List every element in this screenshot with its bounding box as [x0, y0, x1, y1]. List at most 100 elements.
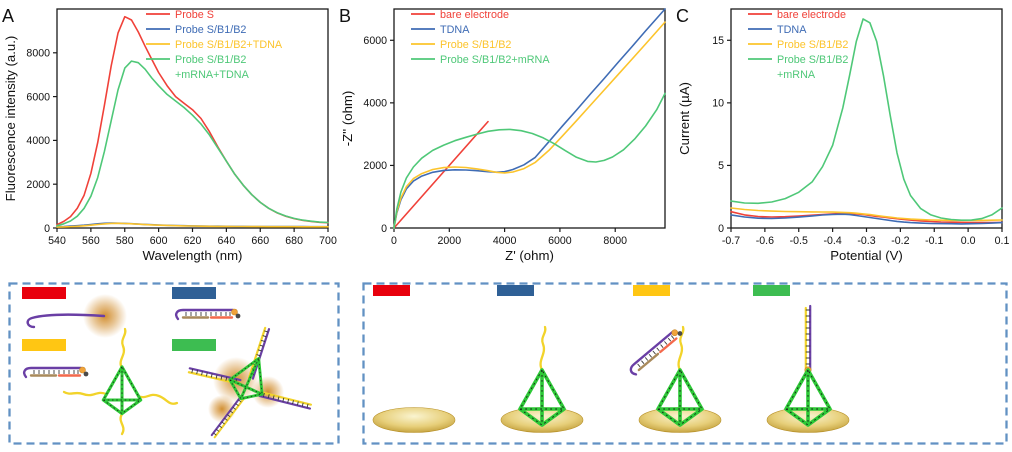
blue-bar [172, 287, 216, 299]
legend-label-line2: +mRNA+TDNA [175, 69, 250, 81]
x-tick-label: 2000 [438, 235, 462, 247]
capture-strand-icon [62, 390, 108, 397]
x-tick-label: -0.5 [790, 235, 808, 247]
series-bare-electrode [730, 210, 1003, 224]
legend-label: Probe S/B1/B2 [777, 54, 848, 66]
x-axis-label: Potential (V) [830, 248, 903, 263]
x-tick-label: 560 [82, 235, 100, 247]
plot-frame [730, 8, 1003, 229]
x-tick-label: 640 [218, 235, 236, 247]
x-tick-label: 0 [391, 235, 397, 247]
x-tick-label: -0.4 [823, 235, 841, 247]
y-axis-label: -Z'' (ohm) [340, 91, 355, 147]
x-tick-label: -0.1 [925, 235, 943, 247]
dashed-box-border [8, 282, 340, 445]
series-bare-electrode [393, 120, 489, 229]
x-tick-label: 580 [116, 235, 134, 247]
y-tick-label: 4000 [363, 98, 387, 110]
y-tick-label: 6000 [26, 91, 50, 103]
probe-with-tdna-schematic [22, 327, 179, 436]
electrode-assembly-schematic [362, 282, 1008, 445]
panel-a: 540 560 580 600 620 640 660 680 700 0 2000 4000 6000… [0, 0, 337, 268]
capture-strand-icon [136, 393, 179, 405]
green-bar [753, 285, 790, 296]
tdna-on-electrode-schematic [500, 325, 584, 433]
x-tick-label: -0.6 [756, 235, 774, 247]
fluorescence-mechanism-schematic [8, 282, 340, 445]
blue-bar [497, 285, 534, 296]
x-tick-label: 540 [48, 235, 66, 247]
panel-c: -0.7 -0.6 -0.5 -0.4 -0.3 -0.2 -0.1 0.0 0.1 0 5 10 15… [674, 0, 1011, 268]
y-tick-label: 5 [718, 160, 724, 172]
legend-label-line2: +mRNA [777, 69, 816, 81]
red-bar [22, 287, 66, 299]
quenched-duplex-icon [174, 307, 242, 321]
y-tick-label: 15 [712, 35, 724, 47]
schematics-row [0, 282, 1012, 445]
capture-strand-icon [539, 325, 547, 372]
chart-dpv-current: -0.7 -0.6 -0.5 -0.4 -0.3 -0.2 -0.1 0.0 0.1 0 5 10 15… [676, 6, 1010, 263]
x-tick-label: 680 [285, 235, 303, 247]
series-probe-s-b1-b2-mrna [730, 18, 1003, 221]
series-tdna [730, 213, 1003, 225]
red-bar [373, 285, 410, 296]
y-tick-label: 0 [381, 223, 387, 235]
dashed-box-border [362, 282, 1008, 445]
yellow-bar [22, 339, 66, 351]
panel-letter: A [2, 6, 14, 26]
y-tick-label: 8000 [26, 48, 50, 60]
y-tick-label: 10 [712, 98, 724, 110]
x-tick-label: -0.7 [722, 235, 740, 247]
series-probe-s-b1-b2-mrna [393, 92, 666, 229]
series-probe-s-b1-b2 [393, 21, 666, 229]
capture-strand-icon [677, 325, 685, 372]
capture-strand-icon [119, 412, 125, 436]
legend-label: Probe S/B1/B2 [175, 54, 246, 66]
y-axis-label: Current (µA) [677, 82, 692, 155]
probe-s-strand-icon [26, 313, 106, 329]
x-tick-label: 600 [150, 235, 168, 247]
tdna-mrna-fluorescent-schematic [187, 326, 313, 439]
series-tdna [393, 8, 666, 229]
legend-label: Probe S/B1/B2 [777, 39, 848, 51]
x-axis-label: Wavelength (nm) [143, 248, 243, 263]
probe-s-free-schematic [26, 294, 127, 338]
x-axis-label: Z' (ohm) [505, 248, 554, 263]
series-probe-s-b1-b2-mrna-tdna [56, 60, 329, 227]
legend-label: Probe S/B1/B2+TDNA [175, 39, 283, 51]
yellow-bar [633, 285, 670, 296]
x-tick-label: 8000 [603, 235, 627, 247]
legend-label: bare electrode [440, 9, 509, 21]
panel-letter: C [676, 6, 689, 26]
y-tick-label: 0 [718, 223, 724, 235]
y-axis-label: Fluorescence intensity (a.u.) [3, 36, 18, 202]
legend-label: Probe S/B1/B2 [175, 24, 246, 36]
probe-duplex-near-tdna-schematic [626, 325, 722, 433]
panel-b: 0 2000 4000 6000 8000 0 2000 4000 6000 Z' (ohm) -Z… [337, 0, 674, 268]
capture-strand-icon [119, 327, 127, 370]
y-tick-label: 2000 [363, 160, 387, 172]
x-tick-label: 620 [184, 235, 202, 247]
quenched-duplex-icon [626, 325, 685, 377]
charts-row: 540 560 580 600 620 640 660 680 700 0 2000 4000 6000… [0, 0, 1011, 268]
x-tick-label: 700 [319, 235, 337, 247]
y-tick-label: 0 [44, 223, 50, 235]
legend-label: Probe S/B1/B2 [440, 39, 511, 51]
legend-label: Probe S/B1/B2+mRNA [440, 54, 550, 66]
gold-electrode-icon [372, 407, 456, 433]
x-tick-label: 660 [251, 235, 269, 247]
x-tick-label: -0.3 [857, 235, 875, 247]
legend-label: TDNA [777, 24, 807, 36]
dna-tetrahedron-icon [101, 365, 143, 416]
x-tick-label: 0.1 [995, 235, 1010, 247]
chart-fluorescence-spectra: 540 560 580 600 620 640 660 680 700 0 2000 4000 6000… [2, 6, 337, 263]
panel-letter: B [339, 6, 351, 26]
quenched-duplex-icon [22, 365, 90, 379]
series-probe-s-b1-b2-tdna [56, 222, 329, 228]
legend-label: Probe S [175, 9, 214, 21]
legend-label: bare electrode [777, 9, 846, 21]
y-tick-label: 2000 [26, 179, 50, 191]
x-tick-label: -0.2 [891, 235, 909, 247]
